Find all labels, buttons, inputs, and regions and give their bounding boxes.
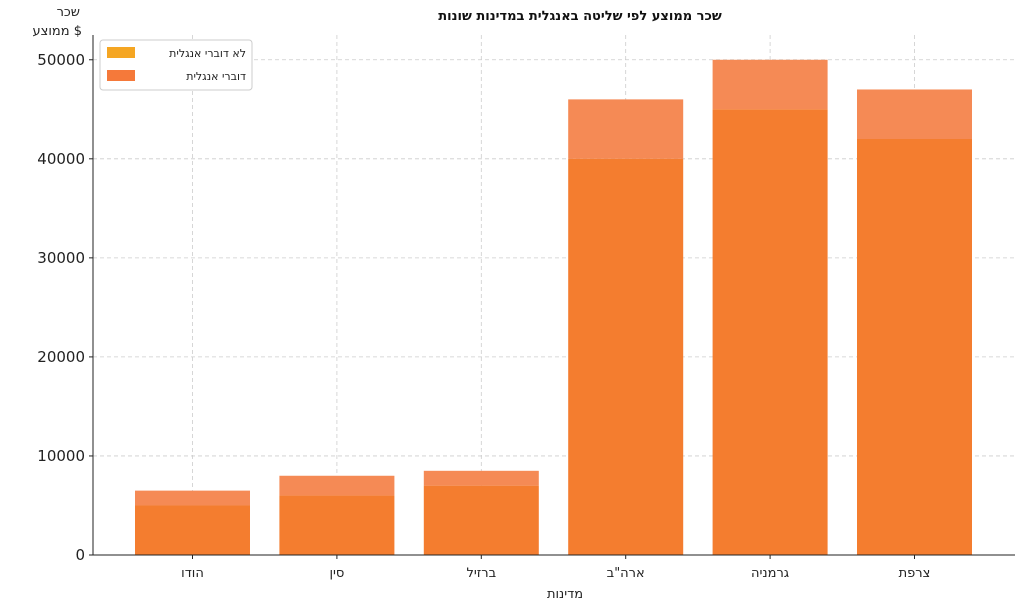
y-tick-label: 0 (75, 546, 85, 564)
x-tick-label: סין (329, 566, 344, 581)
legend: לא דוברי אנגלית דוברי אנגלית (99, 39, 253, 91)
legend-label-non-english: לא דוברי אנגלית (169, 47, 246, 60)
bar-non-english-1 (279, 495, 395, 555)
bar-english-0 (135, 490, 250, 506)
bar-non-english-2 (423, 485, 539, 555)
bar-non-english-4 (712, 109, 828, 556)
bar-english-2 (423, 470, 539, 486)
x-tick-label: ארה"ב (607, 566, 645, 581)
y-tick-label: 40000 (37, 150, 85, 168)
y-axis-title-line1: שכר (57, 5, 80, 20)
bar-english-1 (279, 475, 395, 496)
y-tick-label: 30000 (37, 249, 85, 267)
bars (135, 59, 972, 556)
legend-label-english: דוברי אנגלית (186, 70, 246, 83)
chart-title: שכר ממוצע לפי שליטה באנגלית במדינות שונו… (438, 9, 722, 24)
bar-non-english-0 (135, 505, 250, 555)
y-tick-label: 50000 (37, 51, 85, 69)
bar-english-3 (568, 99, 684, 159)
y-ticks: 0 10000 20000 30000 40000 50000 (37, 51, 93, 564)
legend-swatch-english (107, 70, 135, 81)
y-tick-label: 10000 (37, 447, 85, 465)
bar-english-5 (857, 89, 972, 139)
x-axis-title: מדינות (547, 587, 583, 602)
x-tick-label: גרמניה (751, 566, 789, 581)
bar-english-4 (712, 59, 828, 110)
x-tick-label: צרפת (899, 566, 931, 581)
x-ticks: הודו סין ברזיל ארה"ב גרמניה צרפת (181, 555, 930, 581)
x-tick-label: הודו (181, 566, 204, 581)
y-axis-title-line2: ממוצע $ (33, 24, 82, 39)
legend-swatch-non-english (107, 47, 135, 58)
x-tick-label: ברזיל (466, 566, 496, 581)
legend-box (99, 39, 253, 91)
axes (92, 35, 1015, 556)
y-tick-label: 20000 (37, 348, 85, 366)
bar-non-english-3 (568, 158, 684, 556)
bar-non-english-5 (857, 139, 972, 555)
